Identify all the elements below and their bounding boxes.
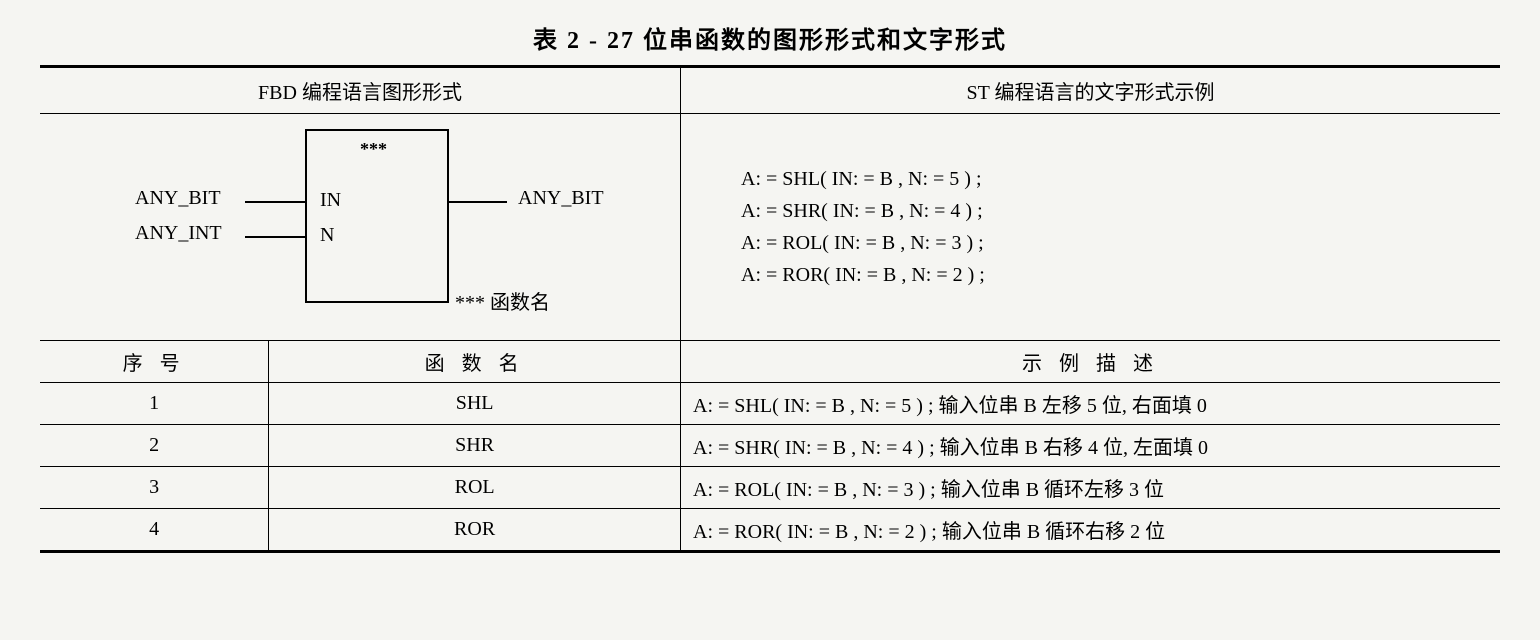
cell-seq: 3 — [40, 467, 269, 509]
cell-fname: ROL — [269, 467, 681, 509]
cell-fname: ROR — [269, 509, 681, 552]
table-title: 表 2 - 27 位串函数的图形形式和文字形式 — [40, 20, 1500, 55]
table-row: 2 SHR A: = SHR( IN: = B , N: = 4 ) ; 输入位… — [40, 425, 1500, 467]
fbd-anybit-left: ANY_BIT — [135, 187, 221, 210]
cell-seq: 4 — [40, 509, 269, 552]
st-examples-cell: A: = SHL( IN: = B , N: = 5 ) ; A: = SHR(… — [681, 114, 1501, 341]
sub-header-row: 序 号 函 数 名 示 例 描 述 — [40, 341, 1500, 383]
st-example-line: A: = ROL( IN: = B , N: = 3 ) ; — [741, 227, 1480, 259]
fbd-fname-note: *** 函数名 — [455, 286, 550, 315]
st-example-line: A: = ROR( IN: = B , N: = 2 ) ; — [741, 259, 1480, 291]
cell-seq: 2 — [40, 425, 269, 467]
st-example-line: A: = SHL( IN: = B , N: = 5 ) ; — [741, 163, 1480, 195]
col-header-fname: 函 数 名 — [269, 341, 681, 383]
table-row: 4 ROR A: = ROR( IN: = B , N: = 2 ) ; 输入位… — [40, 509, 1500, 552]
fbd-anybit-right: ANY_BIT — [518, 187, 604, 210]
cell-desc: A: = ROL( IN: = B , N: = 3 ) ; 输入位串 B 循环… — [681, 467, 1501, 509]
st-example-line: A: = SHR( IN: = B , N: = 4 ) ; — [741, 195, 1480, 227]
cell-desc: A: = SHL( IN: = B , N: = 5 ) ; 输入位串 B 左移… — [681, 383, 1501, 425]
cell-fname: SHR — [269, 425, 681, 467]
table-row: 1 SHL A: = SHL( IN: = B , N: = 5 ) ; 输入位… — [40, 383, 1500, 425]
fbd-line-in — [245, 201, 305, 203]
table-row: 3 ROL A: = ROL( IN: = B , N: = 3 ) ; 输入位… — [40, 467, 1500, 509]
header-left: FBD 编程语言图形形式 — [40, 67, 681, 114]
cell-desc: A: = ROR( IN: = B , N: = 2 ) ; 输入位串 B 循环… — [681, 509, 1501, 552]
cell-desc: A: = SHR( IN: = B , N: = 4 ) ; 输入位串 B 右移… — [681, 425, 1501, 467]
cell-seq: 1 — [40, 383, 269, 425]
diagram-row: *** IN N ANY_BIT ANY_INT ANY_BIT *** 函数名… — [40, 114, 1500, 341]
header-row: FBD 编程语言图形形式 ST 编程语言的文字形式示例 — [40, 67, 1500, 114]
fbd-n-label: N — [320, 224, 334, 247]
fbd-diagram-cell: *** IN N ANY_BIT ANY_INT ANY_BIT *** 函数名 — [40, 114, 681, 341]
fbd-line-n — [245, 236, 305, 238]
fbd-in-label: IN — [320, 189, 341, 212]
header-right: ST 编程语言的文字形式示例 — [681, 67, 1501, 114]
fbd-anyint-left: ANY_INT — [135, 222, 222, 245]
fbd-diagram: *** IN N ANY_BIT ANY_INT ANY_BIT *** 函数名 — [60, 129, 660, 319]
cell-fname: SHL — [269, 383, 681, 425]
col-header-seq: 序 号 — [40, 341, 269, 383]
main-table: FBD 编程语言图形形式 ST 编程语言的文字形式示例 *** IN N ANY… — [40, 65, 1500, 553]
col-header-desc: 示 例 描 述 — [681, 341, 1501, 383]
fbd-stars: *** — [360, 139, 387, 160]
fbd-line-out — [447, 201, 507, 203]
